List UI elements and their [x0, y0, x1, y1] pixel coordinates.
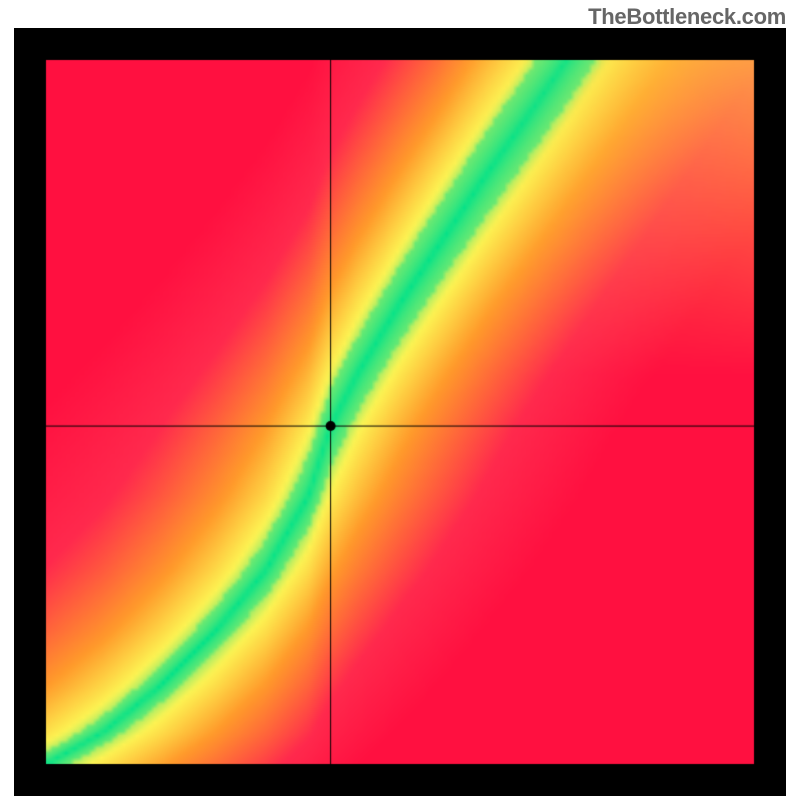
- watermark-text: TheBottleneck.com: [588, 4, 786, 30]
- heatmap-canvas: [14, 28, 786, 796]
- chart-frame: [14, 28, 786, 796]
- root-container: TheBottleneck.com: [0, 0, 800, 800]
